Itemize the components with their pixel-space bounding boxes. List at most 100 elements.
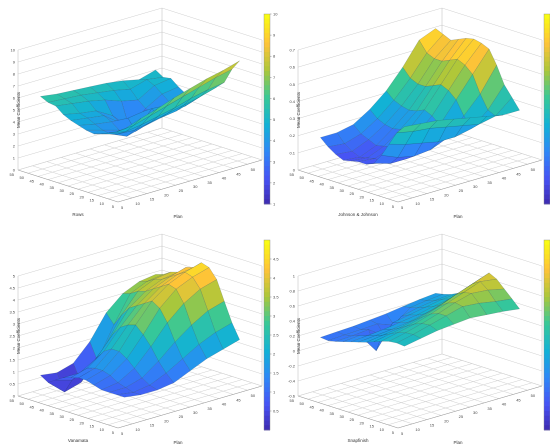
colorbar-segment — [544, 37, 550, 43]
x-axis-line — [297, 169, 399, 203]
colorbar-segment — [264, 180, 270, 186]
colorbar-segment — [264, 61, 270, 67]
y-axis-line — [397, 385, 543, 429]
z-gridline — [161, 115, 263, 149]
z-tick-label: 2 — [13, 346, 16, 351]
colorbar-segment — [264, 199, 270, 205]
z-tick-label: 0 — [293, 168, 296, 173]
y-tick-label: 30 — [473, 410, 478, 415]
z-gridline — [161, 19, 263, 53]
z-gridline — [17, 245, 163, 289]
colorbar-segment — [264, 396, 270, 402]
colorbar-segment — [544, 185, 550, 191]
colorbar-segment — [544, 330, 550, 336]
colorbar-segment — [264, 99, 270, 105]
x-tick-label: 40 — [40, 182, 45, 187]
colorbar-segment — [544, 109, 550, 115]
y-gridline — [75, 152, 176, 186]
colorbar-segment — [264, 33, 270, 39]
x-axis-label: Vanamata — [68, 438, 89, 443]
colorbar-segment — [264, 37, 270, 43]
colorbar-segment — [544, 415, 550, 421]
z-axis-label: Mean Coefficients — [16, 317, 21, 354]
colorbar-segment — [264, 240, 270, 246]
y-tick-label: 40 — [222, 402, 227, 407]
x-tick-label: 30 — [60, 414, 65, 419]
z-gridline — [17, 257, 163, 301]
y-tick-label: 25 — [459, 414, 464, 419]
colorbar-segment — [264, 363, 270, 369]
colorbar-segment — [264, 254, 270, 260]
x-tick-label: 25 — [350, 191, 355, 196]
colorbar-segment — [264, 278, 270, 284]
y-tick-label: 15 — [430, 423, 435, 428]
z-tick-label: 0.3 — [289, 116, 295, 121]
colorbar-segment — [544, 33, 550, 39]
colorbar-segment — [544, 14, 550, 20]
colorbar-segment — [544, 52, 550, 58]
z-axis-label: Mean Coefficients — [296, 91, 301, 128]
colorbar-segment — [544, 23, 550, 29]
colorbar-segment — [544, 249, 550, 255]
x-tick-label: 40 — [40, 408, 45, 413]
colorbar-segment — [264, 18, 270, 24]
y-tick-label: 50 — [251, 393, 256, 398]
colorbar-segment — [544, 282, 550, 288]
colorbar-segment — [264, 147, 270, 153]
y-axis-label: Plan — [173, 440, 183, 445]
colorbar-segment — [544, 387, 550, 393]
y-axis-line — [117, 385, 263, 429]
colorbar-segment — [264, 316, 270, 322]
colorbar-segment — [544, 123, 550, 129]
x-tick-label: 35 — [330, 411, 335, 416]
colorbar-tick-label: 6 — [273, 96, 276, 101]
colorbar-segment — [264, 335, 270, 341]
colorbar-segment — [544, 344, 550, 350]
colorbar-segment — [544, 363, 550, 369]
colorbar-segment — [544, 180, 550, 186]
colorbar-segment — [264, 109, 270, 115]
z-gridline — [441, 338, 543, 372]
colorbar-segment — [544, 240, 550, 246]
x-tick-label: 55 — [10, 398, 15, 403]
y-tick-label: 45 — [516, 171, 521, 176]
z-gridline — [17, 43, 163, 87]
colorbar-segment — [264, 52, 270, 58]
z-tick-label: 0.4 — [289, 99, 295, 104]
y-axis-label: Plan — [453, 440, 463, 445]
colorbar-segment — [544, 301, 550, 307]
z-tick-label: 10 — [11, 48, 16, 53]
colorbar-segment — [264, 373, 270, 379]
z-gridline — [297, 263, 443, 307]
colorbar-segment — [544, 47, 550, 53]
x-tick-label: 25 — [70, 191, 75, 196]
x-tick-label: 40 — [320, 408, 325, 413]
z-gridline — [161, 55, 263, 89]
colorbar-segment — [544, 396, 550, 402]
colorbar-segment — [264, 344, 270, 350]
colorbar-tick-label: 1 — [273, 202, 276, 207]
colorbar-segment — [544, 406, 550, 412]
y-gridline — [133, 136, 234, 169]
x-tick-label: 10 — [380, 427, 385, 432]
colorbar-segment — [544, 306, 550, 312]
x-tick-label: 15 — [90, 198, 95, 203]
z-tick-label: 0.5 — [9, 382, 15, 387]
colorbar-segment — [544, 420, 550, 426]
colorbar-segment — [544, 373, 550, 379]
y-tick-label: 5 — [401, 205, 404, 210]
colorbar-segment — [264, 123, 270, 129]
x-tick-label: 35 — [330, 185, 335, 190]
colorbar-segment — [544, 199, 550, 205]
colorbar-segment — [544, 335, 550, 341]
colorbar-segment — [544, 147, 550, 153]
y-gridline — [61, 157, 162, 190]
colorbar-segment — [264, 358, 270, 364]
colorbar-tick-label: 4 — [273, 138, 276, 143]
colorbar-segment — [264, 151, 270, 157]
surface-patch — [116, 392, 141, 398]
x-tick-label: 55 — [290, 172, 295, 177]
y-axis-label: Plan — [453, 214, 463, 219]
surface-patch — [396, 334, 422, 347]
z-tick-label: -0.2 — [288, 364, 296, 369]
